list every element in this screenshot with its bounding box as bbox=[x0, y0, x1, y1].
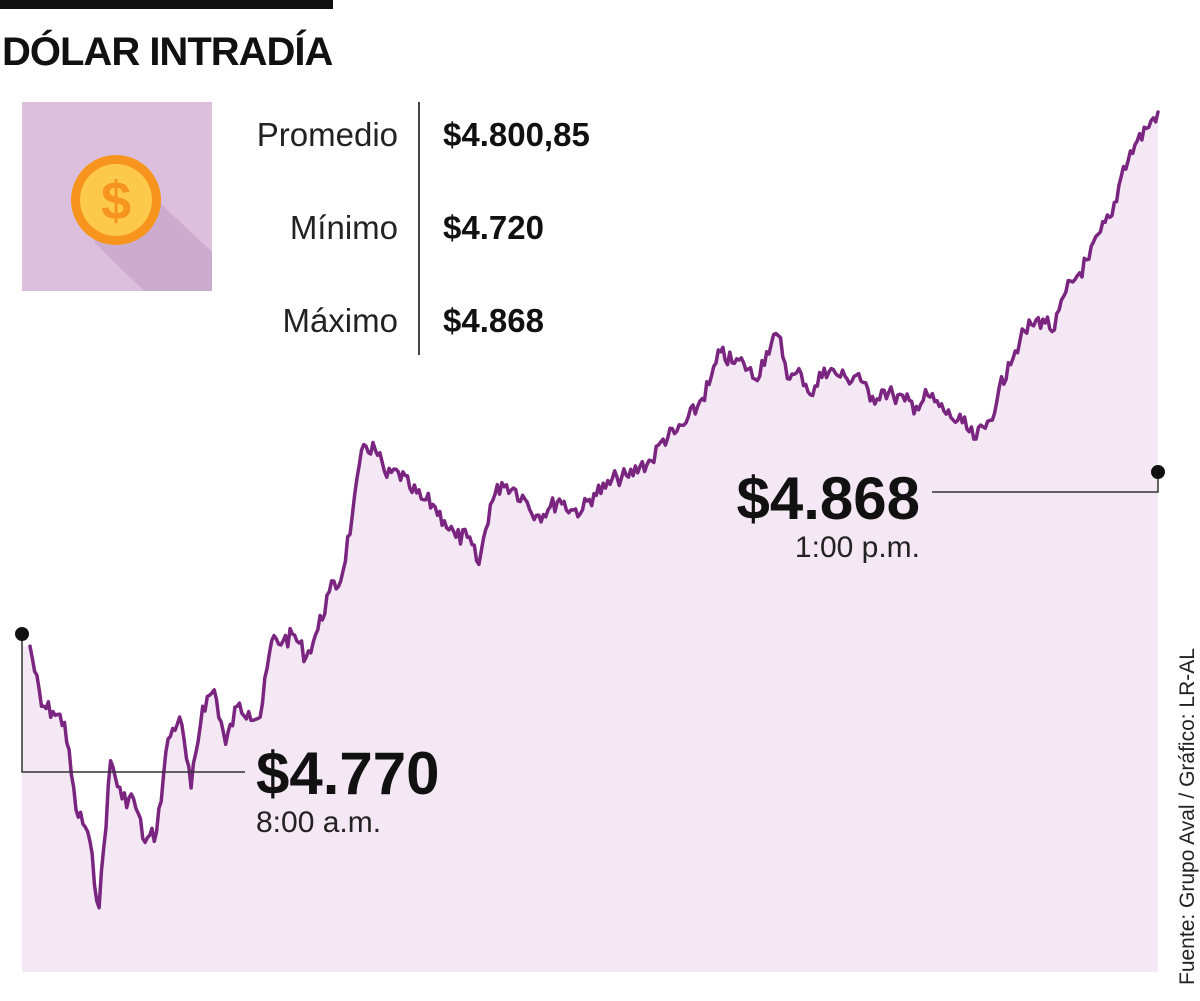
start-leader-line bbox=[21, 634, 245, 773]
end-marker bbox=[1151, 465, 1165, 479]
start-time-label: 8:00 a.m. bbox=[256, 806, 381, 839]
start-value-label: $4.770 bbox=[256, 740, 440, 807]
chart-title: DÓLAR INTRADÍA bbox=[2, 30, 333, 74]
stat-value-maximo: $4.868 bbox=[443, 302, 544, 339]
stat-value-minimo: $4.720 bbox=[443, 209, 544, 246]
source-credit: Fuente: Grupo Aval / Gráfico: LR-AL bbox=[1176, 648, 1199, 985]
end-time-label: 1:00 p.m. bbox=[795, 531, 920, 564]
stat-value-promedio: $4.800,85 bbox=[443, 116, 590, 153]
stat-label-minimo: Mínimo bbox=[289, 209, 398, 246]
stat-label-promedio: Promedio bbox=[256, 116, 398, 153]
price-line bbox=[28, 110, 1160, 910]
stats-divider bbox=[418, 102, 420, 355]
end-value-label: $4.868 bbox=[736, 465, 920, 532]
top-rule bbox=[0, 0, 333, 9]
dollar-glyph: $ bbox=[101, 171, 131, 231]
chart-area-fill bbox=[22, 112, 1158, 972]
start-marker bbox=[15, 627, 29, 641]
dollar-coin-icon: $ bbox=[22, 102, 212, 291]
stat-label-maximo: Máximo bbox=[282, 302, 398, 339]
